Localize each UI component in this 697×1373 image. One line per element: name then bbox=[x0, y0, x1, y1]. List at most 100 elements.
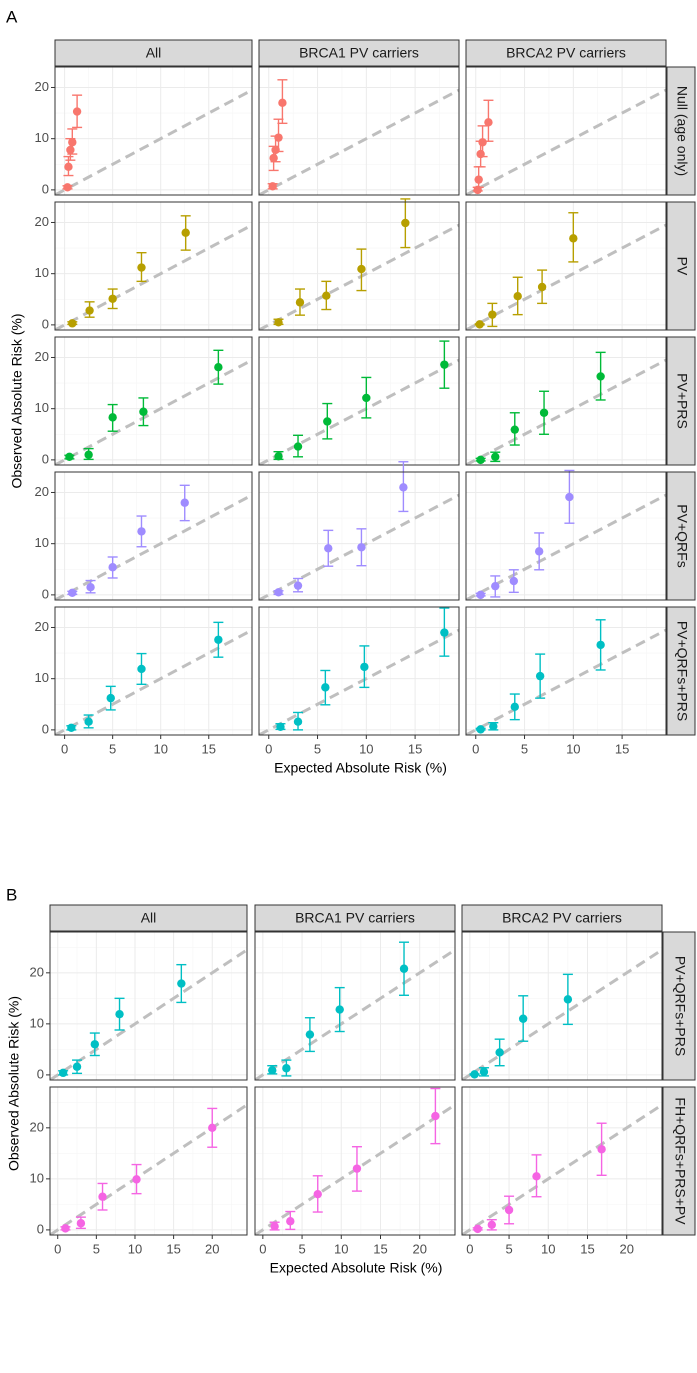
row-strip-label: PV+QRFs bbox=[674, 504, 690, 567]
panel-border bbox=[49, 931, 248, 1081]
x-tick-label: 0 bbox=[265, 741, 272, 756]
data-point bbox=[293, 717, 303, 726]
y-axis-title: Observed Absolute Risk (%) bbox=[6, 996, 22, 1171]
data-point bbox=[214, 635, 223, 644]
panel-border bbox=[254, 1086, 456, 1236]
x-tick-label: 15 bbox=[202, 741, 216, 756]
facet-panel-a-r3-c0 bbox=[54, 471, 253, 601]
row-strip-a-0 bbox=[666, 66, 696, 196]
data-point bbox=[440, 628, 449, 637]
panel-border bbox=[465, 471, 667, 601]
figure-section-b: B All BRCA1 PV carriers BRCA2 PV carriers PV… bbox=[6, 885, 696, 1276]
x-tick-label: 10 bbox=[359, 741, 373, 756]
facet-panel-b-r0-c2 bbox=[461, 931, 663, 1081]
row-strip-b-1 bbox=[662, 1086, 696, 1236]
reference-line bbox=[466, 358, 666, 465]
data-point bbox=[431, 1111, 440, 1121]
data-point bbox=[491, 581, 500, 591]
x-tick-label: 15 bbox=[373, 1241, 387, 1256]
data-point bbox=[132, 1175, 141, 1184]
data-point bbox=[137, 263, 146, 272]
data-point bbox=[565, 492, 574, 502]
data-point bbox=[476, 725, 485, 734]
reference-line bbox=[50, 948, 247, 1080]
figure-section-a: A All BRCA1 PV carriers BRCA2 PV carriers Nu… bbox=[6, 7, 696, 776]
panel-border bbox=[54, 336, 253, 466]
panel-background bbox=[50, 1087, 247, 1235]
data-point bbox=[270, 1222, 279, 1231]
data-point bbox=[596, 372, 605, 381]
data-point bbox=[399, 964, 409, 973]
data-point bbox=[61, 1224, 70, 1233]
panel-border bbox=[465, 606, 667, 736]
data-point bbox=[504, 1205, 514, 1215]
panel-border bbox=[258, 471, 460, 601]
y-tick-label: 10 bbox=[35, 400, 49, 415]
data-point bbox=[569, 234, 578, 243]
y-axis-title: Observed Absolute Risk (%) bbox=[9, 313, 25, 488]
panel-background bbox=[466, 337, 666, 465]
panel-background bbox=[55, 607, 252, 735]
data-point bbox=[84, 450, 93, 459]
data-point bbox=[596, 640, 605, 650]
y-tick-label: 10 bbox=[30, 1170, 44, 1185]
y-tick-label: 20 bbox=[35, 619, 49, 634]
data-point bbox=[139, 407, 148, 416]
y-tick-label: 0 bbox=[42, 181, 49, 196]
data-point bbox=[475, 320, 484, 329]
reference-line bbox=[466, 223, 666, 330]
column-strip-label: All bbox=[146, 45, 162, 61]
x-tick-label: 15 bbox=[615, 741, 629, 756]
y-tick-label: 20 bbox=[35, 79, 49, 94]
row-strip-label: PV+PRS bbox=[674, 373, 690, 429]
panel-background bbox=[55, 67, 252, 195]
data-point bbox=[597, 1145, 606, 1154]
row-strip-a-3 bbox=[666, 471, 696, 601]
column-strip-a-1 bbox=[258, 39, 460, 67]
y-tick-label: 10 bbox=[30, 1015, 44, 1030]
data-point bbox=[518, 1014, 528, 1023]
data-point bbox=[313, 1189, 322, 1199]
panel-background bbox=[462, 932, 662, 1080]
data-point bbox=[360, 662, 369, 672]
reference-line bbox=[466, 493, 666, 600]
data-point bbox=[293, 581, 303, 590]
x-tick-label: 5 bbox=[505, 1241, 512, 1256]
panel-border bbox=[465, 336, 667, 466]
facet-panel-a-r2-c2 bbox=[465, 336, 667, 466]
data-point bbox=[268, 182, 277, 191]
data-point bbox=[137, 664, 146, 674]
data-point bbox=[322, 291, 331, 300]
x-tick-label: 20 bbox=[619, 1241, 633, 1256]
panel-border bbox=[49, 1086, 248, 1236]
reference-line bbox=[466, 628, 666, 735]
data-point bbox=[86, 583, 95, 592]
panel-background bbox=[255, 932, 455, 1080]
data-point bbox=[108, 413, 117, 422]
data-point bbox=[510, 425, 519, 434]
row-strip-label: FH+QRFs+PRS+PV bbox=[672, 1097, 688, 1225]
data-point bbox=[274, 588, 283, 597]
panel-background bbox=[462, 1087, 662, 1235]
data-point bbox=[274, 318, 283, 327]
panel-background bbox=[259, 337, 459, 465]
data-point bbox=[532, 1172, 541, 1181]
panel-background bbox=[50, 932, 247, 1080]
reference-line bbox=[55, 628, 252, 735]
facet-panel-a-r4-c0 bbox=[54, 606, 253, 736]
data-point bbox=[470, 1070, 479, 1079]
data-point bbox=[85, 306, 94, 315]
x-tick-label: 5 bbox=[109, 741, 116, 756]
data-point bbox=[106, 693, 115, 703]
facet-panel-a-r2-c0 bbox=[54, 336, 253, 466]
data-point bbox=[534, 547, 544, 556]
x-tick-label: 0 bbox=[466, 1241, 473, 1256]
reference-line bbox=[55, 88, 252, 195]
data-point bbox=[513, 292, 522, 301]
data-point bbox=[278, 98, 287, 108]
y-tick-label: 10 bbox=[35, 670, 49, 685]
data-point bbox=[65, 452, 74, 462]
reference-line bbox=[466, 88, 666, 195]
x-tick-label: 15 bbox=[408, 741, 422, 756]
facet-panel-a-r3-c1 bbox=[258, 461, 460, 601]
